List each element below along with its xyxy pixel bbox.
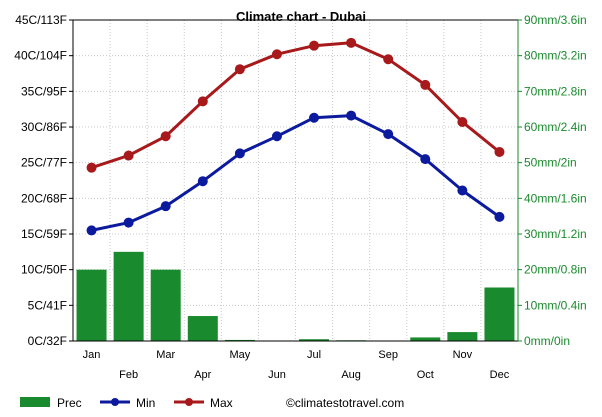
chart-title: Climate chart - Dubai: [236, 9, 366, 24]
min-point-apr: [197, 176, 208, 187]
x-tick-label-sep: Sep: [378, 349, 398, 361]
right-tick-label-1: 10mm/0.4in: [524, 298, 587, 312]
max-point-oct: [420, 79, 431, 90]
left-axis-ticks: 0C/32F 5C/41F 10C/50F 15C/59F 20C/68F 25C/77F…: [14, 13, 73, 348]
x-tick-label-nov: Nov: [453, 349, 473, 361]
min-point-dec: [494, 211, 505, 222]
x-tick-label-jan: Jan: [83, 349, 101, 361]
max-point-jul: [309, 40, 320, 51]
max-point-mar: [160, 131, 171, 142]
right-tick-label-2: 20mm/0.8in: [524, 263, 587, 277]
min-point-may: [234, 148, 245, 159]
right-tick-label-4: 40mm/1.6in: [524, 191, 587, 205]
max-point-aug: [346, 37, 357, 48]
prec-bar-apr: [187, 316, 218, 341]
right-tick-label-7: 70mm/2.8in: [524, 84, 587, 98]
right-tick-label-0: 0mm/0in: [524, 334, 570, 348]
left-tick-label-8: 40C/104F: [14, 49, 67, 63]
prec-bar-dec: [484, 287, 515, 341]
prec-bar-may: [224, 339, 255, 341]
x-tick-label-dec: Dec: [490, 369, 510, 381]
prec-bar-oct: [410, 337, 441, 341]
min-point-mar: [160, 201, 171, 212]
min-point-sep: [383, 129, 394, 140]
min-point-jan: [86, 225, 97, 236]
x-tick-label-oct: Oct: [417, 369, 434, 381]
x-tick-label-feb: Feb: [119, 369, 138, 381]
max-point-jun: [271, 49, 282, 60]
right-tick-label-8: 80mm/3.2in: [524, 49, 587, 63]
legend-prec-swatch: [20, 397, 50, 407]
legend-min-label: Min: [136, 396, 155, 410]
left-tick-label-4: 20C/68F: [21, 191, 67, 205]
x-tick-label-jun: Jun: [268, 369, 286, 381]
legend-prec-label: Prec: [57, 396, 82, 410]
max-point-feb: [123, 150, 134, 161]
prec-bar-jan: [76, 269, 107, 341]
prec-bar-jul: [299, 339, 330, 341]
x-tick-label-jul: Jul: [307, 349, 321, 361]
temperature-lines: [86, 37, 505, 236]
max-point-dec: [494, 146, 505, 157]
right-tick-label-9: 90mm/3.6in: [524, 13, 587, 27]
max-point-may: [234, 64, 245, 75]
prec-bar-feb: [113, 251, 144, 341]
left-tick-label-1: 5C/41F: [28, 298, 67, 312]
min-point-oct: [420, 154, 431, 165]
left-tick-label-2: 10C/50F: [21, 263, 67, 277]
legend: Prec Min Max: [20, 396, 233, 410]
legend-max-label: Max: [210, 396, 233, 410]
x-axis-ticks: Jan Feb Mar Apr May Jun Jul Aug Sep Oct Nov Dec: [83, 349, 510, 381]
legend-min-marker: [111, 398, 119, 406]
right-tick-label-3: 30mm/1.2in: [524, 227, 587, 241]
x-tick-label-may: May: [229, 349, 250, 361]
max-point-apr: [197, 96, 208, 107]
right-axis-ticks: 0mm/0in 10mm/0.4in 20mm/0.8in 30mm/1.2in 40m…: [518, 13, 587, 348]
x-tick-label-apr: Apr: [194, 369, 211, 381]
min-point-feb: [123, 217, 134, 228]
x-tick-label-aug: Aug: [341, 369, 361, 381]
prec-bar-nov: [447, 332, 478, 341]
left-tick-label-0: 0C/32F: [28, 334, 67, 348]
right-tick-label-6: 60mm/2.4in: [524, 120, 587, 134]
prec-bar-mar: [150, 269, 181, 341]
credit-text: ©climatestotravel.com: [286, 396, 404, 410]
max-point-sep: [383, 54, 394, 65]
right-tick-label-5: 50mm/2in: [524, 156, 577, 170]
left-tick-label-6: 30C/86F: [21, 120, 67, 134]
min-point-jun: [271, 131, 282, 142]
left-tick-label-5: 25C/77F: [21, 156, 67, 170]
plot-frame: [72, 19, 519, 342]
min-point-jul: [309, 112, 320, 123]
max-point-nov: [457, 117, 468, 128]
max-temperature-line: [91, 41, 501, 170]
min-point-aug: [346, 110, 357, 121]
left-tick-label-7: 35C/95F: [21, 84, 67, 98]
legend-max-marker: [185, 398, 193, 406]
min-temperature-line: [91, 114, 501, 232]
left-tick-label-3: 15C/59F: [21, 227, 67, 241]
max-point-jan: [86, 162, 97, 173]
min-point-nov: [457, 185, 468, 196]
x-tick-label-mar: Mar: [156, 349, 175, 361]
left-tick-label-9: 45C/113F: [15, 13, 67, 27]
